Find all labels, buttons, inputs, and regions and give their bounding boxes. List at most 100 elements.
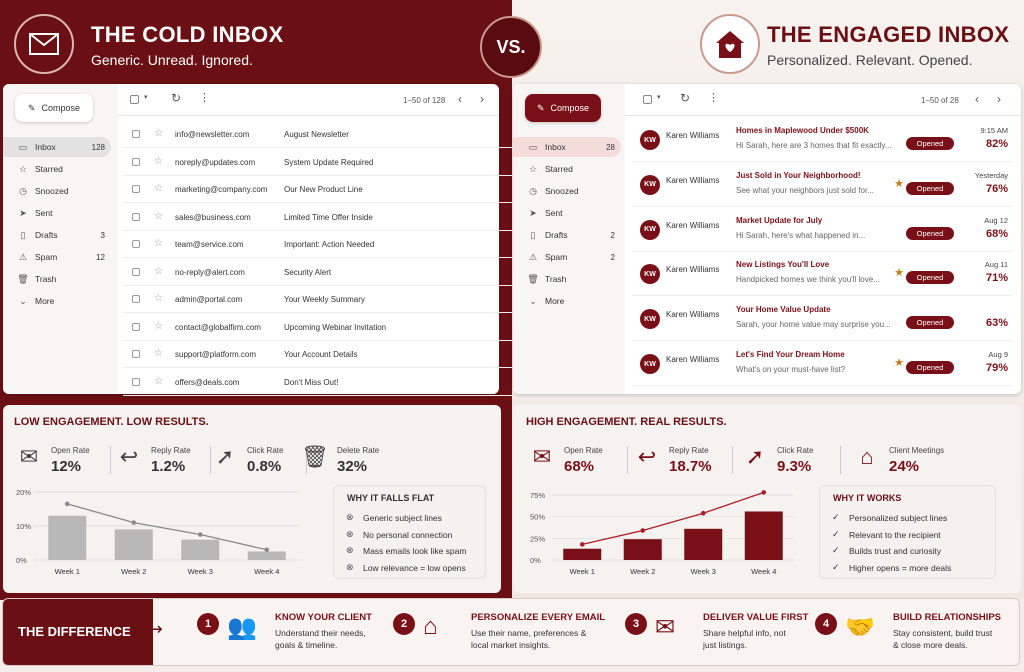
star-filled-icon[interactable]: ★ bbox=[894, 357, 904, 369]
row-checkbox[interactable] bbox=[132, 240, 140, 248]
email-row[interactable]: KW Karen Williams New Listings You'll Love… bbox=[632, 252, 1012, 297]
nav-item-snoozed[interactable]: ◷ Snoozed bbox=[3, 181, 111, 201]
email-subject: Don't Miss Out! bbox=[284, 377, 339, 387]
more-vert-icon[interactable]: ⋮ bbox=[199, 92, 210, 104]
email-subject: Your Home Value Update bbox=[736, 305, 831, 315]
spam-icon: ⚠ bbox=[528, 251, 538, 262]
stat-value: 1.2% bbox=[151, 458, 186, 475]
refresh-icon[interactable]: ↻ bbox=[680, 91, 691, 105]
refresh-icon[interactable]: ↻ bbox=[171, 91, 182, 105]
select-all-checkbox[interactable] bbox=[643, 95, 652, 104]
nav-item-snoozed[interactable]: ◷ Snoozed bbox=[513, 181, 621, 201]
y-tick-label: 0% bbox=[16, 556, 27, 565]
chevron-down-icon[interactable]: ▾ bbox=[144, 94, 148, 101]
cold-inbox-subtitle: Generic. Unread. Ignored. bbox=[91, 52, 253, 68]
nav-item-spam[interactable]: ⚠ Spam 2 bbox=[513, 247, 621, 267]
compose-button[interactable]: ✎ Compose bbox=[525, 94, 601, 122]
email-row[interactable]: KW Karen Williams Let's Find Your Dream Ho… bbox=[632, 342, 1012, 386]
x-circle-icon: ⊗ bbox=[346, 561, 354, 572]
trend-point bbox=[264, 547, 270, 553]
email-time: 9:15 AM bbox=[980, 126, 1008, 135]
nav-item-sent[interactable]: ➤ Sent bbox=[3, 203, 111, 223]
avatar: KW bbox=[640, 130, 660, 150]
star-filled-icon[interactable]: ★ bbox=[894, 177, 904, 190]
select-all-checkbox[interactable] bbox=[130, 95, 139, 104]
star-icon[interactable]: ☆ bbox=[154, 293, 163, 304]
x-tick-label: Week 1 bbox=[570, 567, 595, 576]
low-engagement-title: LOW ENGAGEMENT. LOW RESULTS. bbox=[14, 416, 209, 428]
row-checkbox[interactable] bbox=[132, 130, 140, 138]
row-checkbox[interactable] bbox=[132, 157, 140, 166]
trend-point bbox=[64, 501, 70, 507]
nav-item-trash[interactable]: 🗑 Trash bbox=[513, 269, 621, 289]
stat-value: 68% bbox=[564, 458, 595, 475]
row-checkbox[interactable] bbox=[132, 350, 140, 358]
email-row[interactable]: KW Karen Williams Homes in Maplewood Under… bbox=[632, 118, 1012, 162]
row-checkbox[interactable] bbox=[132, 212, 140, 221]
x-tick-label: Week 4 bbox=[254, 567, 279, 576]
open-rate: 71% bbox=[985, 272, 1008, 285]
nav-item-more[interactable]: ⌄ More bbox=[3, 291, 111, 311]
pencil-icon: ✎ bbox=[27, 102, 36, 113]
email-row[interactable]: KW Karen Williams Just Sold in Your Neighb… bbox=[632, 163, 1012, 207]
stat-value: 0.8% bbox=[247, 458, 282, 475]
chevron-down-icon[interactable]: ▾ bbox=[657, 94, 661, 101]
email-sender: offers@deals.com bbox=[175, 377, 240, 387]
nav-item-inbox[interactable]: ▭ Inbox 128 bbox=[3, 137, 111, 157]
nav-item-drafts[interactable]: ▯ Drafts 2 bbox=[513, 225, 621, 245]
prev-page-icon[interactable]: ‹ bbox=[975, 92, 979, 106]
email-sender: Karen Williams bbox=[666, 265, 720, 275]
more-vert-icon[interactable]: ⋮ bbox=[708, 92, 719, 104]
next-page-icon[interactable]: › bbox=[480, 92, 484, 106]
star-icon[interactable]: ☆ bbox=[154, 320, 163, 332]
nav-item-spam[interactable]: ⚠ Spam 12 bbox=[3, 247, 111, 267]
email-sender: sales@business.com bbox=[175, 212, 251, 222]
step-title: BUILD RELATIONSHIPS bbox=[893, 612, 1002, 623]
email-row[interactable]: KW Karen Williams Your Home Value Update Sa… bbox=[632, 297, 1012, 342]
email-preview: Handpicked homes we think you'll love... bbox=[736, 275, 880, 285]
star-icon[interactable]: ☆ bbox=[154, 375, 163, 387]
row-checkbox[interactable] bbox=[132, 185, 140, 193]
prev-page-icon[interactable]: ‹ bbox=[458, 92, 462, 106]
step-number: 1 bbox=[197, 613, 219, 635]
star-icon[interactable]: ☆ bbox=[154, 265, 163, 277]
opened-badge: Opened bbox=[906, 316, 954, 330]
row-checkbox[interactable] bbox=[132, 322, 140, 331]
row-checkbox[interactable] bbox=[132, 267, 140, 276]
bar bbox=[744, 511, 783, 560]
nav-item-drafts[interactable]: ▯ Drafts 3 bbox=[3, 225, 111, 245]
email-row[interactable]: KW Karen Williams Market Update for July Hi… bbox=[632, 208, 1012, 252]
opened-badge: Opened bbox=[906, 361, 954, 374]
check-icon: ✓ bbox=[832, 512, 840, 522]
step-number: 4 bbox=[815, 613, 837, 635]
row-checkbox[interactable] bbox=[132, 377, 140, 386]
star-filled-icon[interactable]: ★ bbox=[894, 267, 904, 280]
nav-item-inbox[interactable]: ▭ Inbox 28 bbox=[513, 137, 621, 157]
row-checkbox[interactable] bbox=[132, 295, 140, 303]
compose-button[interactable]: ✎ Compose bbox=[15, 94, 93, 122]
clock-icon: ◷ bbox=[19, 185, 27, 196]
open-rate: 68% bbox=[985, 227, 1008, 240]
why-it-works-box: WHY IT WORKS ✓ Personalized subject lines… bbox=[819, 485, 996, 579]
nav-item-trash[interactable]: 🗑 Trash bbox=[3, 269, 111, 289]
stat-value: 24% bbox=[889, 458, 920, 475]
star-icon[interactable]: ☆ bbox=[154, 155, 163, 167]
star-icon[interactable]: ☆ bbox=[154, 348, 163, 359]
star-icon[interactable]: ☆ bbox=[154, 183, 163, 194]
reason-text: Generic subject lines bbox=[363, 513, 442, 523]
nav-item-sent[interactable]: ➤ Sent bbox=[513, 203, 621, 223]
y-tick-label: 25% bbox=[530, 534, 545, 543]
draft-icon: ▯ bbox=[20, 229, 26, 240]
next-page-icon[interactable]: › bbox=[997, 92, 1001, 106]
opened-badge: Opened bbox=[906, 181, 954, 195]
nav-item-starred[interactable]: ☆ Starred bbox=[513, 159, 621, 179]
stat-label: Reply Rate bbox=[669, 446, 709, 455]
star-icon[interactable]: ☆ bbox=[154, 128, 163, 139]
nav-item-more[interactable]: ⌄ More bbox=[513, 291, 621, 311]
pencil-icon: ✎ bbox=[536, 102, 545, 113]
star-icon[interactable]: ☆ bbox=[154, 210, 163, 222]
star-icon[interactable]: ☆ bbox=[154, 238, 163, 249]
email-sender: Karen Williams bbox=[666, 131, 720, 140]
nav-item-starred[interactable]: ☆ Starred bbox=[3, 159, 111, 179]
nav-label: Sent bbox=[545, 208, 563, 218]
